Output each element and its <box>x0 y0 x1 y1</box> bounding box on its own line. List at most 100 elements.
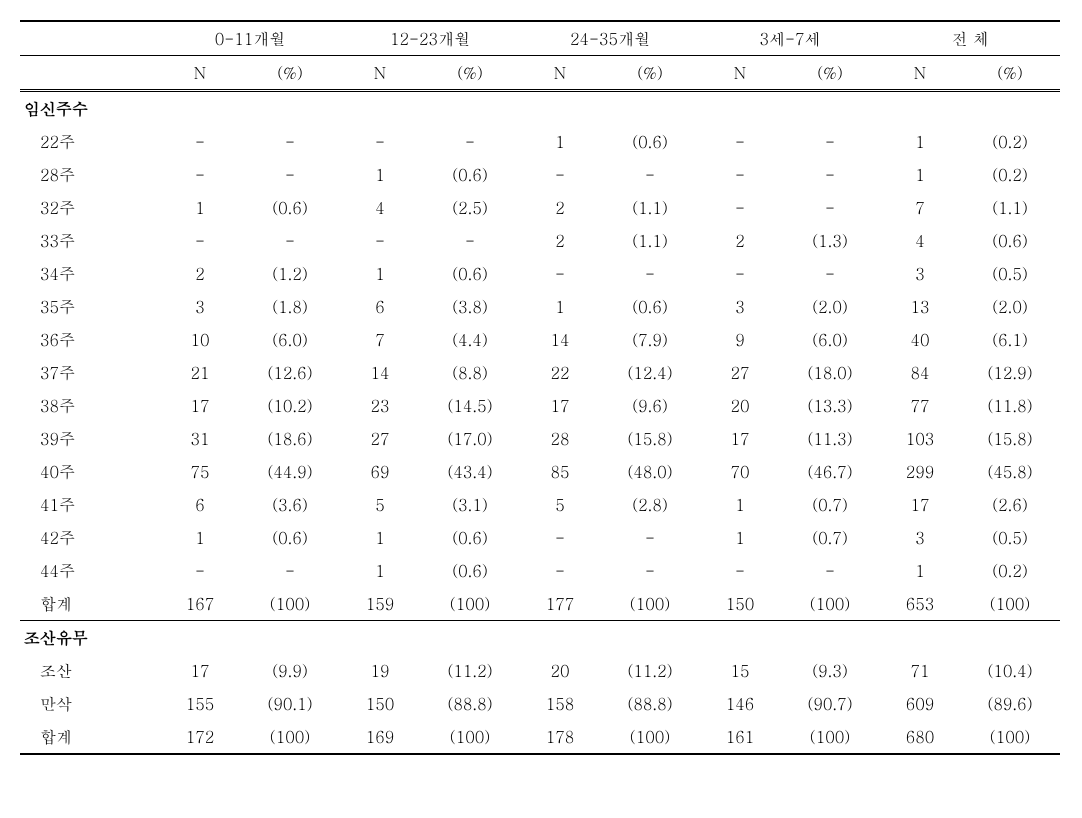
cell: (0.6) <box>960 224 1060 257</box>
cell: 3 <box>880 521 960 554</box>
cell: (100) <box>600 587 700 621</box>
cell: (100) <box>780 587 880 621</box>
cell: 155 <box>160 687 240 720</box>
row-label: 만삭 <box>20 687 160 720</box>
cell: - <box>520 257 600 290</box>
header-sub-pct: (%) <box>780 56 880 91</box>
cell: 71 <box>880 654 960 687</box>
row-label: 22주 <box>20 125 160 158</box>
row-label: 조산 <box>20 654 160 687</box>
row-label: 합계 <box>20 587 160 621</box>
header-sub-pct: (%) <box>420 56 520 91</box>
table-row: 22주----1(0.6)--1(0.2) <box>20 125 1060 158</box>
cell: 84 <box>880 356 960 389</box>
cell: 27 <box>340 422 420 455</box>
cell: 1 <box>880 125 960 158</box>
cell: (89.6) <box>960 687 1060 720</box>
cell: 23 <box>340 389 420 422</box>
table-row: 42주1(0.6)1(0.6)--1(0.7)3(0.5) <box>20 521 1060 554</box>
cell: 27 <box>700 356 780 389</box>
cell: 17 <box>160 654 240 687</box>
cell: - <box>600 257 700 290</box>
cell: (48.0) <box>600 455 700 488</box>
cell: (12.9) <box>960 356 1060 389</box>
header-sub-n: N <box>340 56 420 91</box>
table-row: 36주10(6.0)7(4.4)14(7.9)9(6.0)40(6.1) <box>20 323 1060 356</box>
row-label: 37주 <box>20 356 160 389</box>
cell: (3.6) <box>240 488 340 521</box>
cell: 5 <box>340 488 420 521</box>
cell: (6.1) <box>960 323 1060 356</box>
cell: - <box>600 521 700 554</box>
cell: 1 <box>160 521 240 554</box>
cell: (10.2) <box>240 389 340 422</box>
cell: (2.8) <box>600 488 700 521</box>
cell: (0.6) <box>420 554 520 587</box>
cell: - <box>700 257 780 290</box>
row-label: 40주 <box>20 455 160 488</box>
cell: - <box>700 125 780 158</box>
header-sub-n: N <box>880 56 960 91</box>
cell: 10 <box>160 323 240 356</box>
cell: 158 <box>520 687 600 720</box>
header-sub-n: N <box>700 56 780 91</box>
cell: (0.6) <box>420 521 520 554</box>
cell: 31 <box>160 422 240 455</box>
cell: (11.2) <box>600 654 700 687</box>
section-header-row: 임신주수 <box>20 91 1060 126</box>
cell: (1.8) <box>240 290 340 323</box>
cell: (6.0) <box>780 323 880 356</box>
cell: 3 <box>700 290 780 323</box>
section-title: 임신주수 <box>20 91 1060 126</box>
cell: (0.2) <box>960 158 1060 191</box>
cell: 5 <box>520 488 600 521</box>
cell: 2 <box>520 191 600 224</box>
cell: 1 <box>340 257 420 290</box>
cell: - <box>520 521 600 554</box>
cell: - <box>600 554 700 587</box>
cell: - <box>420 224 520 257</box>
cell: (15.8) <box>960 422 1060 455</box>
cell: 103 <box>880 422 960 455</box>
header-group-1: 12-23개월 <box>340 21 520 56</box>
cell: 85 <box>520 455 600 488</box>
table-row: 35주3(1.8)6(3.8)1(0.6)3(2.0)13(2.0) <box>20 290 1060 323</box>
cell: (46.7) <box>780 455 880 488</box>
cell: - <box>160 224 240 257</box>
cell: - <box>340 125 420 158</box>
cell: (14.5) <box>420 389 520 422</box>
cell: 159 <box>340 587 420 621</box>
cell: - <box>780 191 880 224</box>
cell: (2.0) <box>780 290 880 323</box>
cell: - <box>780 125 880 158</box>
header-group-2: 24-35개월 <box>520 21 700 56</box>
cell: (2.5) <box>420 191 520 224</box>
cell: (0.6) <box>240 191 340 224</box>
cell: 1 <box>340 554 420 587</box>
cell: (90.7) <box>780 687 880 720</box>
cell: - <box>700 554 780 587</box>
cell: 653 <box>880 587 960 621</box>
cell: 7 <box>340 323 420 356</box>
cell: (88.8) <box>420 687 520 720</box>
table-row: 44주--1(0.6)----1(0.2) <box>20 554 1060 587</box>
cell: 680 <box>880 720 960 754</box>
cell: (1.3) <box>780 224 880 257</box>
cell: (100) <box>780 720 880 754</box>
cell: (6.0) <box>240 323 340 356</box>
cell: 17 <box>520 389 600 422</box>
data-table: 0-11개월 12-23개월 24-35개월 3세-7세 전 체 N (%) N… <box>20 20 1060 755</box>
cell: 609 <box>880 687 960 720</box>
cell: 21 <box>160 356 240 389</box>
table-row: 38주17(10.2)23(14.5)17(9.6)20(13.3)77(11.… <box>20 389 1060 422</box>
cell: 40 <box>880 323 960 356</box>
cell: - <box>160 125 240 158</box>
row-label: 38주 <box>20 389 160 422</box>
cell: 1 <box>340 158 420 191</box>
cell: 17 <box>700 422 780 455</box>
header-group-0: 0-11개월 <box>160 21 340 56</box>
header-sub-pct: (%) <box>240 56 340 91</box>
cell: 77 <box>880 389 960 422</box>
row-label: 33주 <box>20 224 160 257</box>
cell: 20 <box>520 654 600 687</box>
